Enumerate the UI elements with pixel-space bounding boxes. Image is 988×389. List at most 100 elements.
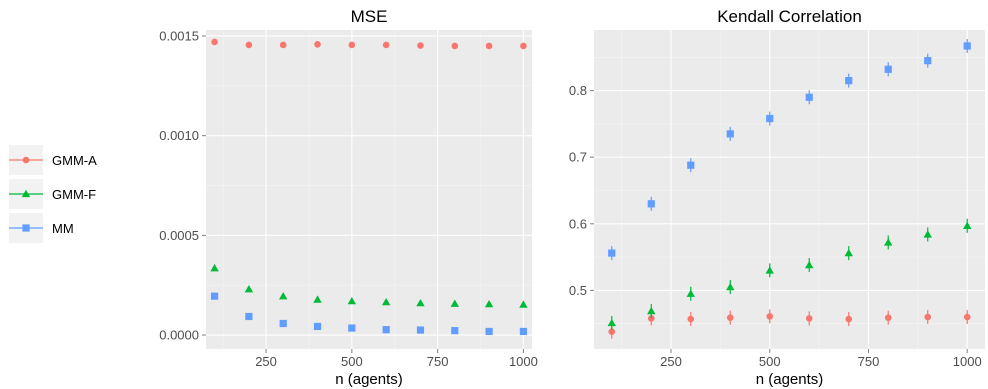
data-point-gmm-f	[726, 282, 735, 291]
data-point-mm	[726, 130, 734, 138]
data-point-mm	[382, 326, 390, 334]
legend-label-gmm-f: GMM-F	[52, 187, 96, 202]
panel-background	[594, 30, 985, 349]
legend-label-gmm-a: GMM-A	[52, 153, 97, 168]
data-point-mm	[210, 292, 219, 300]
series-gmm-a	[211, 38, 527, 50]
series-gmm-a	[608, 309, 971, 339]
kendall-correlation-panel: 250 500 750 1000 0.5 0.6 0.7 0.8 Kendall Correla…	[569, 7, 985, 388]
data-point-mm	[687, 161, 695, 169]
y-tick-label: 0.8	[569, 83, 587, 98]
data-point-mm	[348, 324, 356, 332]
legend-key-marker	[21, 189, 31, 198]
data-point-gmm-a	[382, 41, 390, 49]
data-point-gmm-a	[279, 41, 287, 49]
y-tick-label: 0.0010	[159, 128, 199, 143]
data-point-gmm-f	[484, 299, 494, 308]
x-tick-label: 750	[858, 354, 880, 369]
x-tick-label: 500	[341, 354, 363, 369]
data-point-gmm-f	[416, 298, 425, 307]
legend-key-gmm-f	[9, 179, 43, 209]
data-point-gmm-f	[607, 318, 616, 327]
legend-key-marker	[22, 156, 30, 164]
x-tick-label: 750	[427, 354, 449, 369]
data-point-mm	[963, 42, 971, 50]
data-point-gmm-f	[686, 289, 695, 297]
data-point-gmm-a	[963, 313, 971, 321]
data-point-gmm-f	[844, 248, 853, 257]
data-point-gmm-a	[647, 315, 655, 322]
data-point-mm	[519, 327, 528, 336]
data-point-mm	[845, 77, 853, 85]
data-point-gmm-f	[450, 299, 459, 307]
series-gmm-f	[607, 218, 972, 331]
data-point-gmm-f	[347, 296, 357, 305]
data-point-gmm-a	[845, 315, 853, 323]
x-tick-label: 1000	[953, 354, 982, 369]
data-point-gmm-f	[923, 230, 932, 238]
y-tick-label: 0.0000	[159, 328, 199, 343]
data-point-gmm-a	[520, 42, 527, 50]
data-point-gmm-a	[608, 328, 616, 335]
series-mm	[210, 292, 528, 336]
data-point-gmm-a	[805, 315, 813, 322]
series-gmm-f	[210, 264, 528, 308]
data-point-gmm-f	[765, 266, 774, 274]
series-mm	[608, 38, 971, 261]
data-point-mm	[608, 249, 616, 257]
data-point-gmm-a	[348, 41, 356, 49]
y-tick-label: 0.0005	[159, 228, 199, 243]
data-point-gmm-f	[647, 306, 656, 315]
data-point-gmm-a	[451, 42, 459, 50]
data-point-gmm-f	[279, 291, 288, 300]
data-point-mm	[485, 327, 493, 336]
data-point-gmm-a	[211, 38, 218, 46]
data-point-gmm-f	[805, 260, 814, 269]
data-point-gmm-f	[519, 300, 528, 308]
data-point-gmm-f	[210, 264, 219, 272]
legend-key-gmm-a	[9, 145, 43, 175]
data-point-mm	[279, 319, 287, 328]
data-point-mm	[884, 65, 892, 73]
data-point-gmm-a	[766, 313, 774, 320]
data-point-gmm-f	[313, 295, 322, 303]
x-tick-label: 250	[255, 354, 277, 369]
data-point-gmm-a	[417, 42, 424, 49]
data-point-mm	[416, 326, 425, 334]
data-point-gmm-a	[245, 41, 253, 49]
data-point-mm	[313, 322, 322, 331]
panel-background	[206, 30, 532, 349]
data-point-gmm-a	[485, 42, 493, 50]
data-point-gmm-a	[884, 314, 892, 321]
panel-title: MSE	[351, 7, 388, 26]
data-point-gmm-f	[244, 284, 254, 293]
x-axis-title: n (agents)	[756, 371, 824, 388]
y-tick-label: 0.5	[569, 283, 587, 298]
data-point-gmm-a	[726, 314, 734, 321]
legend: GMM-A GMM-F MM	[9, 145, 97, 243]
legend-key-mm	[9, 213, 43, 243]
data-point-gmm-a	[687, 315, 695, 323]
data-point-mm	[924, 57, 932, 65]
data-point-mm	[805, 93, 813, 101]
legend-key-marker	[22, 224, 30, 232]
y-tick-label: 0.6	[569, 216, 587, 231]
data-point-mm	[245, 312, 253, 321]
data-point-gmm-a	[314, 41, 321, 48]
x-axis-title: n (agents)	[335, 371, 403, 388]
data-point-mm	[647, 200, 655, 208]
data-point-mm	[766, 114, 774, 123]
data-point-mm	[451, 327, 459, 335]
x-tick-label: 1000	[509, 354, 538, 369]
x-tick-label: 500	[759, 354, 781, 369]
data-point-gmm-f	[963, 221, 972, 229]
mse-panel: 250 500 750 1000 0.0000 0.0005 0.0010 0.0015 MSE…	[159, 7, 538, 388]
data-point-gmm-f	[884, 238, 893, 246]
y-tick-label: 0.7	[569, 150, 587, 165]
data-point-gmm-f	[381, 297, 391, 306]
data-point-gmm-a	[924, 313, 932, 321]
legend-label-mm: MM	[52, 221, 74, 236]
y-tick-label: 0.0015	[159, 28, 199, 43]
panel-title: Kendall Correlation	[717, 7, 862, 26]
